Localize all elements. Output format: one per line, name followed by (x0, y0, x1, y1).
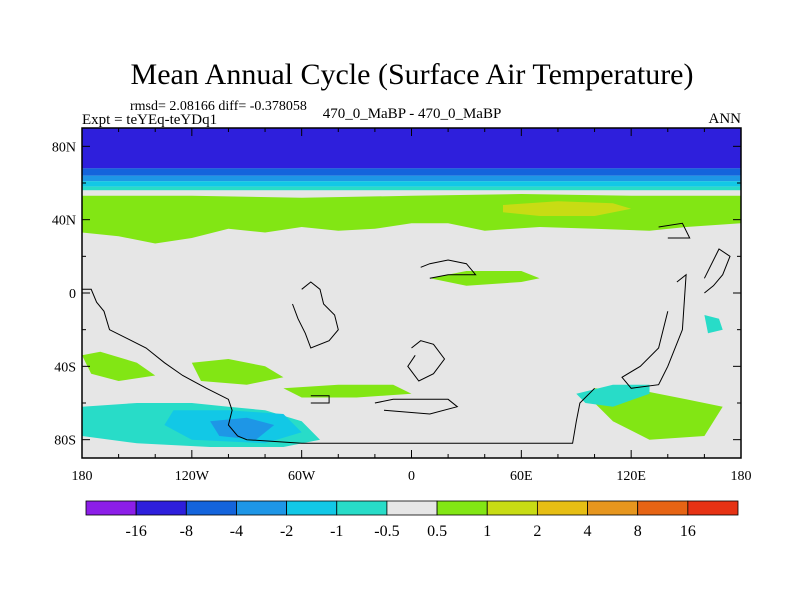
x-tick-label-1: 120W (175, 469, 210, 484)
anomaly-patch-10 (576, 384, 650, 407)
anomaly-patch-11 (704, 315, 723, 334)
colorbar-label-8: 2 (533, 523, 541, 540)
colorbar-label-2: -4 (230, 523, 243, 540)
chart-title: Mean Annual Cycle (Surface Air Temperatu… (131, 58, 694, 91)
lat-band-5 (82, 190, 741, 196)
x-tick-label-3: 0 (408, 469, 415, 484)
coastline-3 (407, 340, 446, 382)
colorbar-box-6 (386, 500, 438, 516)
colorbar-box-9 (536, 500, 588, 516)
experiment-label: Expt = teYEq-teYDq1 (82, 112, 217, 128)
coastline-0 (82, 288, 595, 444)
coastline-7 (374, 398, 459, 415)
x-tick-label-2: 60W (288, 469, 316, 484)
stats-label: rmsd= 2.08166 diff= -0.378058 (130, 99, 307, 114)
anomaly-patch-4 (283, 384, 412, 398)
lat-band-4 (82, 186, 741, 191)
y-tick-label-1: 40N (52, 214, 76, 229)
coastline-6 (310, 395, 330, 404)
x-tick-label-5: 120E (616, 469, 646, 484)
anomaly-patch-3 (191, 359, 284, 385)
colorbar-box-4 (286, 500, 338, 516)
anomaly-patch-2 (82, 351, 156, 381)
colorbar-label-7: 1 (483, 523, 491, 540)
colorbar-box-0 (85, 500, 137, 516)
y-tick-label-4: 80S (54, 434, 76, 449)
colorbar-box-7 (436, 500, 488, 516)
colorbar-label-0: -16 (125, 523, 146, 540)
colorbar-box-10 (587, 500, 639, 516)
anomaly-patch-1 (503, 201, 632, 216)
coastline-1 (292, 281, 339, 349)
x-tick-label-6: 180 (731, 469, 752, 484)
axis-ticks: 180 120W 60W 0 60E 120E 180 80N 40N 0 40S 80S (52, 128, 752, 484)
colorbar-box-8 (486, 500, 538, 516)
colorbar-box-1 (135, 500, 187, 516)
x-tick-label-4: 60E (510, 469, 533, 484)
colorbar-box-3 (236, 500, 288, 516)
coastline-8 (658, 222, 691, 239)
colorbar-box-5 (336, 500, 388, 516)
anomaly-patch-9 (210, 417, 275, 440)
colorbar-box-11 (637, 500, 689, 516)
colorbar-label-6: 0.5 (427, 523, 447, 540)
map-field (82, 128, 741, 458)
x-tick-label-0: 180 (72, 469, 93, 484)
colorbar-label-11: 16 (680, 523, 696, 540)
colorbar-label-3: -2 (280, 523, 293, 540)
colorbar-box-2 (185, 500, 237, 516)
y-tick-label-2: 0 (69, 287, 76, 302)
colorbar-label-1: -8 (180, 523, 193, 540)
case-label: 470_0_MaBP - 470_0_MaBP (323, 106, 502, 122)
colorbar-label-4: -1 (330, 523, 343, 540)
colorbar-label-10: 8 (634, 523, 642, 540)
coastline-2 (420, 259, 477, 279)
lat-band-2 (82, 175, 741, 182)
coastline-4 (621, 273, 687, 389)
coastline-5 (703, 248, 731, 294)
lat-band-1 (82, 168, 741, 176)
colorbar-label-9: 4 (584, 523, 592, 540)
lat-band-3 (82, 181, 741, 187)
colorbar-box-12 (687, 500, 739, 516)
season-label: ANN (709, 111, 742, 127)
y-tick-label-0: 80N (52, 140, 76, 155)
y-tick-label-3: 40S (54, 360, 76, 375)
colorbar: -16 -8 -4 -2 -1 -0.5 0.5 1 2 4 8 16 (85, 500, 739, 540)
colorbar-label-5: -0.5 (374, 523, 399, 540)
